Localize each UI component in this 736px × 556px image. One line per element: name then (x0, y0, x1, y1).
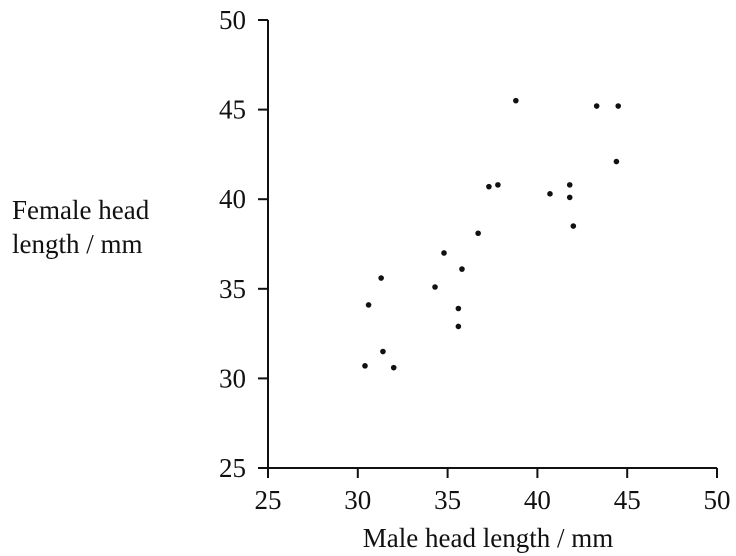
data-point (441, 250, 447, 256)
y-axis-label-line-2: length / mm (12, 229, 143, 259)
data-points (362, 97, 622, 371)
data-point (566, 194, 573, 201)
data-point (495, 182, 501, 188)
data-point (475, 230, 481, 237)
data-point (390, 364, 397, 371)
data-point (459, 266, 465, 272)
data-point (362, 363, 368, 369)
y-axis-label-line-1: Female head (12, 195, 150, 225)
data-point (570, 223, 577, 229)
x-tick-label: 50 (704, 485, 731, 515)
data-point (547, 191, 553, 197)
data-point (613, 158, 620, 165)
data-point (455, 305, 462, 312)
data-point (486, 183, 492, 190)
x-tick-label: 25 (255, 485, 282, 515)
y-tick-label: 25 (219, 453, 246, 483)
x-tick-label: 40 (524, 485, 551, 515)
data-point (455, 323, 462, 330)
x-tick-label: 35 (434, 485, 461, 515)
x-ticks: 25 30 35 40 45 50 (255, 468, 731, 515)
y-ticks: 25 30 35 40 45 50 (219, 5, 268, 483)
axes (267, 20, 717, 469)
y-tick-label: 40 (219, 184, 246, 214)
data-point (380, 348, 386, 355)
data-point (566, 182, 573, 188)
data-point (432, 284, 438, 290)
data-point (615, 103, 622, 109)
y-tick-label: 50 (219, 5, 246, 35)
y-tick-label: 45 (219, 95, 246, 125)
data-point (378, 275, 384, 281)
x-tick-label: 45 (614, 485, 641, 515)
y-tick-label: 30 (219, 363, 246, 393)
data-point (513, 97, 519, 104)
data-point (593, 103, 600, 109)
x-tick-label: 30 (344, 485, 371, 515)
data-point (365, 302, 372, 308)
x-axis-label: Male head length / mm (363, 523, 613, 553)
y-tick-label: 35 (219, 274, 246, 304)
